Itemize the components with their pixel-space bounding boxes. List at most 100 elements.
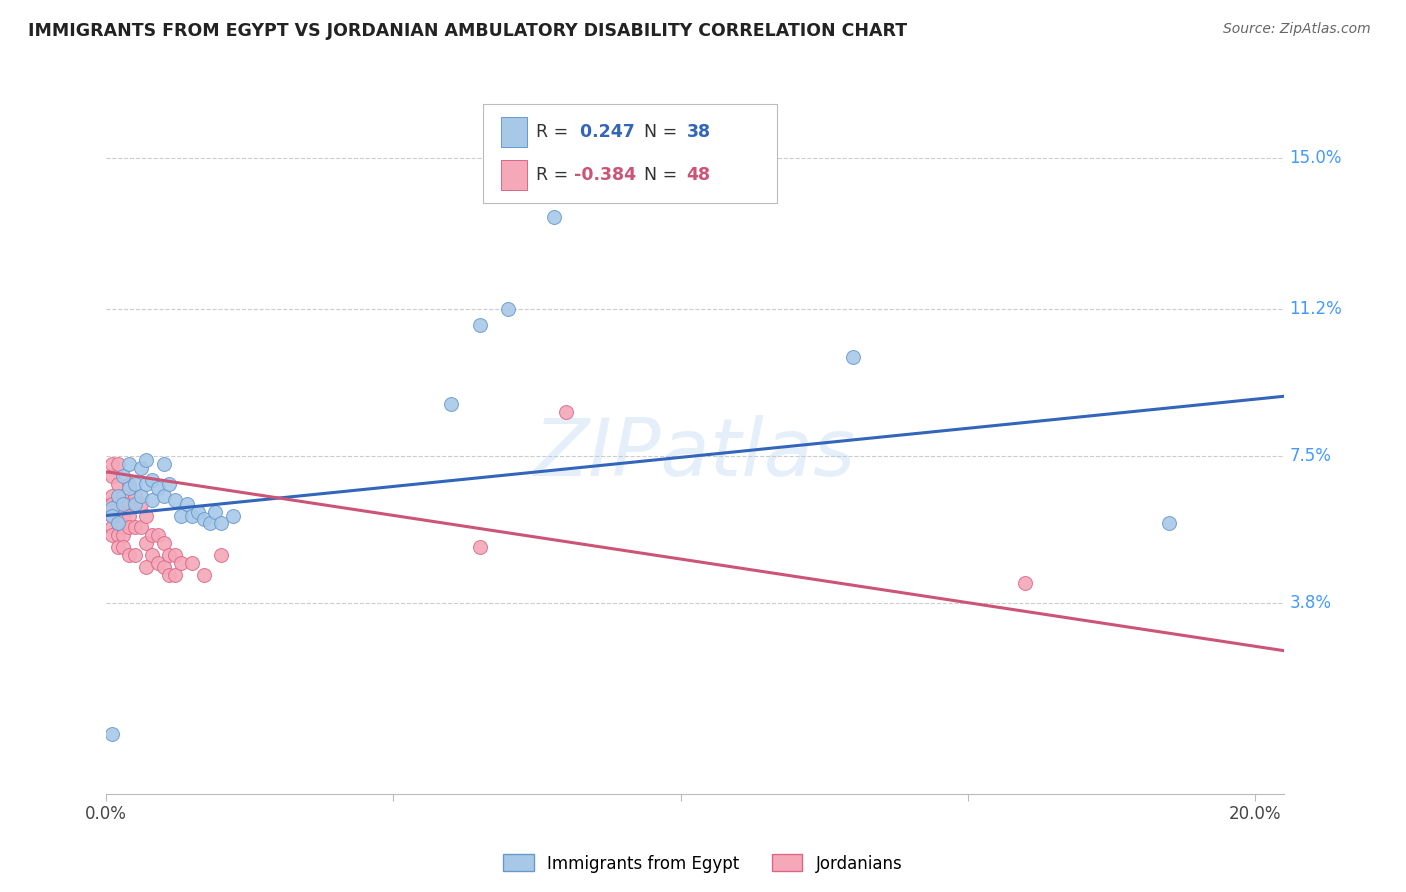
Point bbox=[496, 301, 519, 316]
Legend: Immigrants from Egypt, Jordanians: Immigrants from Egypt, Jordanians bbox=[496, 847, 910, 880]
Text: 0.247: 0.247 bbox=[574, 123, 634, 141]
Point bbox=[107, 489, 129, 503]
Point bbox=[152, 560, 174, 574]
Point bbox=[118, 457, 141, 471]
Point bbox=[112, 468, 135, 483]
Point bbox=[101, 457, 124, 471]
Point bbox=[124, 497, 146, 511]
Point bbox=[1157, 516, 1180, 531]
Point bbox=[135, 536, 157, 550]
Point bbox=[146, 528, 169, 542]
Point bbox=[543, 211, 565, 225]
Point bbox=[526, 178, 548, 193]
Point bbox=[101, 497, 124, 511]
Point bbox=[107, 476, 129, 491]
Point bbox=[141, 528, 163, 542]
Point bbox=[1014, 576, 1036, 591]
Point bbox=[101, 489, 124, 503]
Point bbox=[118, 520, 141, 534]
Point bbox=[198, 516, 221, 531]
Point bbox=[176, 497, 198, 511]
Point bbox=[124, 520, 146, 534]
Point bbox=[181, 556, 204, 570]
Point bbox=[165, 568, 187, 582]
FancyBboxPatch shape bbox=[501, 118, 527, 147]
Point bbox=[209, 516, 232, 531]
Point bbox=[101, 508, 124, 523]
Text: 11.2%: 11.2% bbox=[1289, 300, 1343, 318]
Point bbox=[112, 520, 135, 534]
Point bbox=[112, 541, 135, 555]
Point bbox=[118, 481, 141, 495]
Point bbox=[554, 405, 576, 419]
Point bbox=[124, 476, 146, 491]
Text: IMMIGRANTS FROM EGYPT VS JORDANIAN AMBULATORY DISABILITY CORRELATION CHART: IMMIGRANTS FROM EGYPT VS JORDANIAN AMBUL… bbox=[28, 22, 907, 40]
Point bbox=[146, 481, 169, 495]
Point bbox=[170, 508, 193, 523]
Point bbox=[118, 508, 141, 523]
Point bbox=[135, 508, 157, 523]
Text: R =: R = bbox=[536, 166, 574, 184]
Point bbox=[107, 457, 129, 471]
Point bbox=[440, 397, 463, 411]
Text: 15.0%: 15.0% bbox=[1289, 149, 1341, 167]
Point bbox=[112, 497, 135, 511]
Text: N =: N = bbox=[633, 123, 682, 141]
Point bbox=[157, 568, 180, 582]
Point bbox=[118, 476, 141, 491]
Point bbox=[112, 528, 135, 542]
Point bbox=[170, 556, 193, 570]
Point bbox=[107, 516, 129, 531]
Point bbox=[101, 528, 124, 542]
Point bbox=[165, 492, 187, 507]
Point bbox=[157, 548, 180, 562]
Point bbox=[129, 520, 152, 534]
Point bbox=[141, 492, 163, 507]
Point bbox=[107, 528, 129, 542]
Text: 7.5%: 7.5% bbox=[1289, 447, 1331, 465]
FancyBboxPatch shape bbox=[484, 104, 778, 203]
Point bbox=[152, 457, 174, 471]
Point bbox=[112, 508, 135, 523]
Point bbox=[101, 727, 124, 741]
Point bbox=[135, 453, 157, 467]
Point bbox=[468, 541, 491, 555]
Text: N =: N = bbox=[633, 166, 682, 184]
Point bbox=[141, 548, 163, 562]
Point bbox=[101, 500, 124, 515]
Point bbox=[112, 497, 135, 511]
Point bbox=[842, 350, 865, 364]
Point bbox=[101, 508, 124, 523]
Text: ZIPatlas: ZIPatlas bbox=[534, 415, 856, 493]
Point bbox=[187, 504, 209, 518]
Point bbox=[193, 568, 215, 582]
Point bbox=[118, 497, 141, 511]
Point bbox=[135, 560, 157, 574]
Point bbox=[141, 473, 163, 487]
Point bbox=[165, 548, 187, 562]
Point bbox=[135, 476, 157, 491]
Point bbox=[112, 489, 135, 503]
Point bbox=[129, 460, 152, 475]
Point bbox=[204, 504, 226, 518]
Y-axis label: Ambulatory Disability: Ambulatory Disability bbox=[0, 358, 7, 523]
Point bbox=[152, 536, 174, 550]
Point bbox=[118, 548, 141, 562]
Text: 48: 48 bbox=[686, 166, 711, 184]
Point bbox=[124, 548, 146, 562]
Text: 3.8%: 3.8% bbox=[1289, 594, 1331, 612]
Point bbox=[129, 497, 152, 511]
FancyBboxPatch shape bbox=[501, 160, 527, 190]
Text: Source: ZipAtlas.com: Source: ZipAtlas.com bbox=[1223, 22, 1371, 37]
Point bbox=[129, 489, 152, 503]
Point bbox=[152, 489, 174, 503]
Point bbox=[157, 476, 180, 491]
Text: -0.384: -0.384 bbox=[574, 166, 636, 184]
Point bbox=[193, 512, 215, 526]
Point bbox=[181, 508, 204, 523]
Point bbox=[101, 468, 124, 483]
Point bbox=[124, 489, 146, 503]
Point bbox=[107, 541, 129, 555]
Point bbox=[107, 516, 129, 531]
Point bbox=[146, 556, 169, 570]
